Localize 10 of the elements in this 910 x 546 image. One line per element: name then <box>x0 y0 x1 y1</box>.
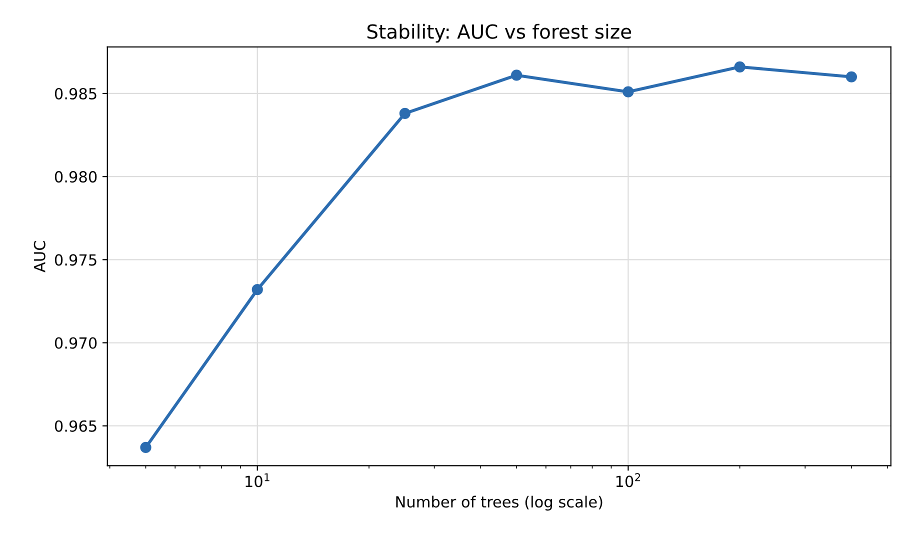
x-tick-label: 10$^{2}$ <box>616 473 640 488</box>
x-tick-label: 10$^{1}$ <box>246 473 270 488</box>
y-tick-label: 0.985 <box>54 88 96 100</box>
chart-title: Stability: AUC vs forest size <box>367 24 632 43</box>
y-axis-title: AUC <box>34 241 46 272</box>
y-tick-label: 0.965 <box>54 420 96 432</box>
y-tick-label: 0.980 <box>54 171 97 183</box>
y-tick-label: 0.975 <box>54 254 96 266</box>
y-tick-label: 0.970 <box>54 337 97 349</box>
x-axis-title: Number of trees (log scale) <box>396 496 602 511</box>
